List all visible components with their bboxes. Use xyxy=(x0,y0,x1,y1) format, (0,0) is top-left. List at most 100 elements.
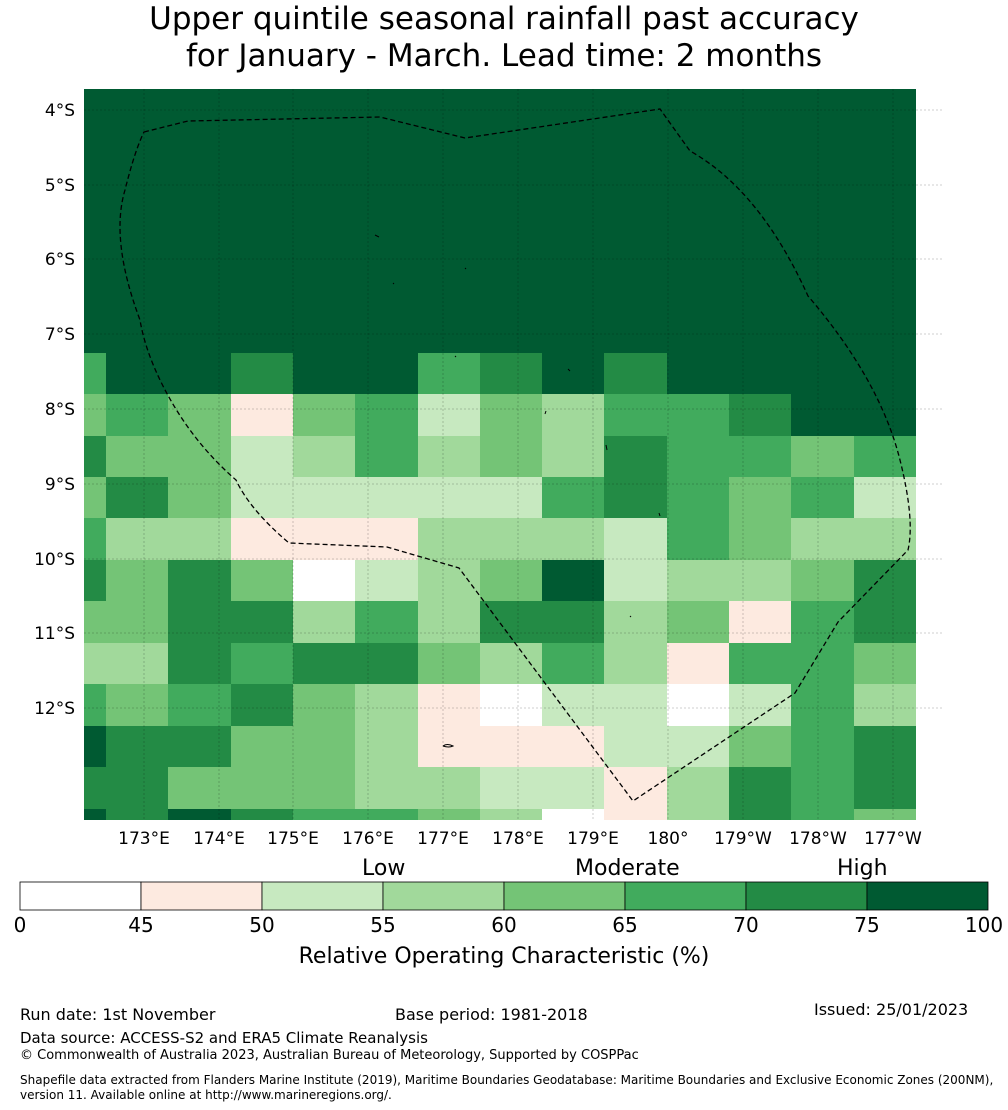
grid-cell xyxy=(355,89,418,133)
grid-cell xyxy=(418,643,480,684)
grid-cell xyxy=(84,221,106,265)
grid-cell xyxy=(84,353,106,394)
colorbar-segment xyxy=(624,881,747,911)
grid-cell xyxy=(84,89,106,133)
grid-cell xyxy=(480,643,542,684)
grid-cell xyxy=(355,221,418,265)
grid-cell xyxy=(106,436,168,477)
grid-cell xyxy=(480,560,542,601)
grid-cell xyxy=(293,601,355,643)
grid-cell xyxy=(293,89,355,133)
longitude-tick-label: 180° xyxy=(648,829,689,849)
grid-cell xyxy=(106,726,168,767)
grid-cell xyxy=(355,477,418,518)
grid-cell xyxy=(418,560,480,601)
grid-cell xyxy=(667,177,729,221)
grid-cell xyxy=(667,643,729,684)
grid-cell xyxy=(480,89,542,133)
shapefile-credit-line-1: Shapefile data extracted from Flanders M… xyxy=(20,1073,994,1087)
grid-cell xyxy=(667,601,729,643)
grid-cell xyxy=(480,684,542,726)
grid-cell xyxy=(106,684,168,726)
grid-cell xyxy=(542,394,604,436)
grid-cell xyxy=(106,560,168,601)
grid-cell xyxy=(293,353,355,394)
grid-cell xyxy=(542,809,604,820)
grid-cell xyxy=(729,309,791,353)
grid-cell xyxy=(84,177,106,221)
grid-cell xyxy=(791,309,854,353)
grid-cell xyxy=(791,133,854,177)
grid-cell xyxy=(542,221,604,265)
colorbar xyxy=(19,881,989,911)
grid-cell xyxy=(293,309,355,353)
grid-cell xyxy=(729,265,791,309)
grid-cell xyxy=(355,353,418,394)
colorbar-segment xyxy=(503,881,626,911)
longitude-tick-label: 175°E xyxy=(267,829,319,849)
grid-cell xyxy=(293,518,355,560)
grid-cell xyxy=(293,767,355,809)
grid-cell xyxy=(667,309,729,353)
grid-cell xyxy=(231,601,293,643)
grid-cell xyxy=(604,601,667,643)
grid-cell xyxy=(791,353,854,394)
grid-cell xyxy=(854,518,916,560)
grid-cell xyxy=(542,518,604,560)
grid-cell xyxy=(168,477,231,518)
grid-cell xyxy=(293,477,355,518)
island-10 xyxy=(442,744,455,748)
grid-cell xyxy=(84,767,106,809)
grid-cell xyxy=(854,560,916,601)
grid-cell xyxy=(667,560,729,601)
grid-cell xyxy=(355,684,418,726)
data-source: Data source: ACCESS-S2 and ERA5 Climate … xyxy=(20,1029,428,1047)
grid-cell xyxy=(418,684,480,726)
grid-cell xyxy=(418,601,480,643)
latitude-tick-label: 9°S xyxy=(45,475,75,495)
island-6 xyxy=(544,410,547,415)
grid-cell xyxy=(84,309,106,353)
grid-cell xyxy=(729,809,791,820)
grid-cell xyxy=(791,809,854,820)
grid-cell xyxy=(667,767,729,809)
grid-cell xyxy=(667,436,729,477)
grid-cell xyxy=(355,726,418,767)
grid-cell xyxy=(231,684,293,726)
grid-cell xyxy=(231,394,293,436)
grid-cell xyxy=(854,643,916,684)
grid-cell xyxy=(231,221,293,265)
grid-cell xyxy=(729,684,791,726)
colorbar-segment xyxy=(382,881,505,911)
grid-cell xyxy=(791,560,854,601)
grid-cell xyxy=(542,353,604,394)
shapefile-credit-line-2: version 11. Available online at http://w… xyxy=(20,1088,392,1102)
grid-cell xyxy=(84,436,106,477)
islands xyxy=(374,234,661,748)
grid-cell xyxy=(729,726,791,767)
grid-cell xyxy=(729,643,791,684)
grid-cell xyxy=(604,726,667,767)
grid-cell xyxy=(729,477,791,518)
grid-cell xyxy=(168,353,231,394)
grid-cell xyxy=(84,809,106,820)
grid-cell xyxy=(729,89,791,133)
grid-cell xyxy=(231,353,293,394)
grid-cell xyxy=(542,601,604,643)
grid-cell xyxy=(791,601,854,643)
grid-cell xyxy=(480,133,542,177)
grid-cell xyxy=(168,809,231,820)
longitude-tick-label: 176°E xyxy=(342,829,394,849)
longitude-tick-label: 174°E xyxy=(193,829,245,849)
grid-cell xyxy=(418,477,480,518)
island-2 xyxy=(464,267,467,270)
grid-cell xyxy=(542,643,604,684)
grid-cell xyxy=(106,394,168,436)
grid-cell xyxy=(667,221,729,265)
grid-cell xyxy=(355,518,418,560)
grid-cell xyxy=(168,133,231,177)
title-line-1: Upper quintile seasonal rainfall past ac… xyxy=(149,1,859,37)
eez-boundary-dashed xyxy=(119,108,911,802)
latitude-tick-label: 6°S xyxy=(45,250,75,270)
grid-cell xyxy=(231,89,293,133)
